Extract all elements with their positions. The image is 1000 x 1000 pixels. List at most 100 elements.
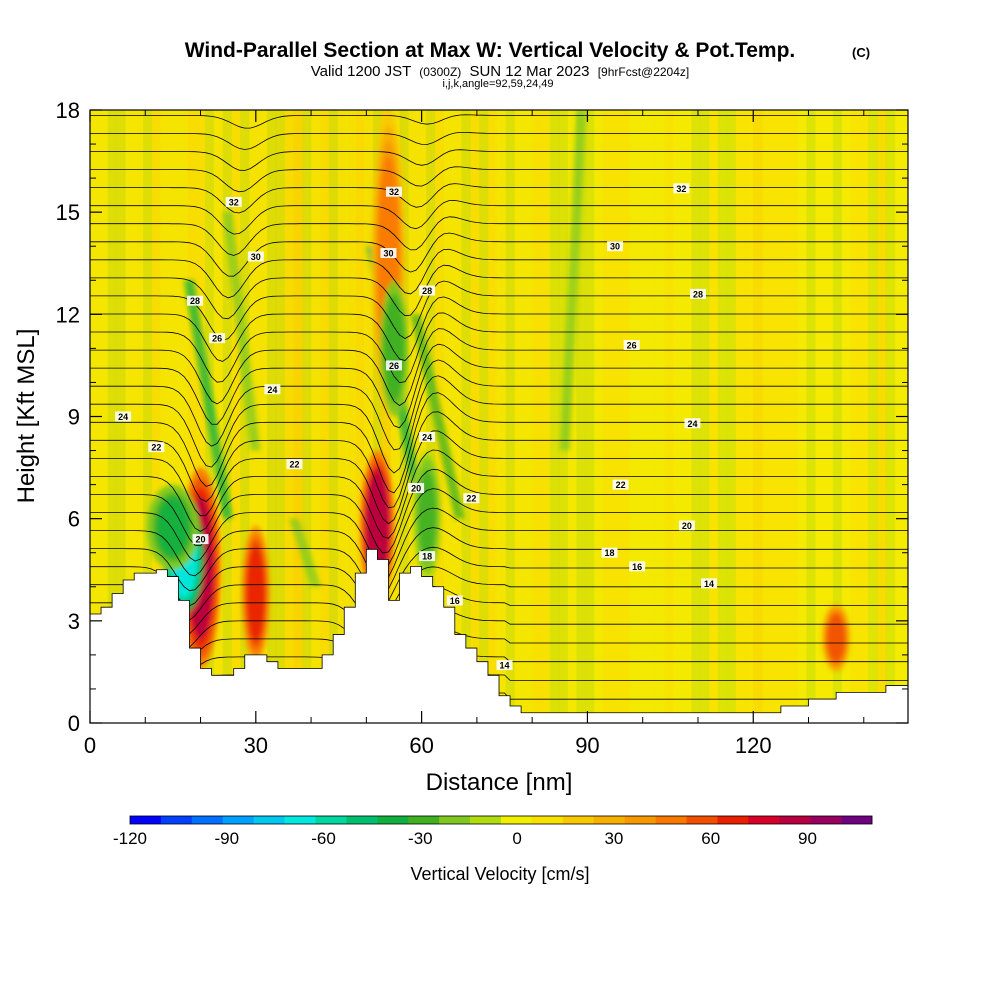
colorbar-label: Vertical Velocity [cm/s] <box>410 864 589 884</box>
velocity-streak <box>293 110 303 723</box>
velocity-streak <box>452 110 462 723</box>
velocity-streak <box>479 110 489 723</box>
isotherm-label: 22 <box>286 459 303 470</box>
grid-indices: i,j,k,angle=92,59,24,49 <box>442 78 553 90</box>
velocity-streak <box>532 110 542 723</box>
velocity-streak <box>549 110 560 723</box>
isotherm-label-text: 30 <box>383 249 393 259</box>
isotherm-label: 24 <box>115 411 132 422</box>
velocity-streak <box>726 110 737 723</box>
colorbar-swatch <box>408 816 440 824</box>
velocity-streak <box>709 110 719 723</box>
colorbar-swatch <box>624 816 656 824</box>
isotherm-line <box>90 232 908 277</box>
isotherm-line <box>90 114 908 129</box>
isotherm-line <box>90 527 908 598</box>
isotherm-label-bg <box>187 295 204 306</box>
colorbar-swatch <box>222 816 254 824</box>
isotherm-line <box>90 248 908 299</box>
isotherm-label-text: 30 <box>251 252 261 262</box>
velocity-streak <box>514 110 524 723</box>
isotherm-label-bg <box>247 251 264 262</box>
colorbar-swatch <box>315 816 347 824</box>
isotherm-label-text: 22 <box>616 480 626 490</box>
isotherm-line <box>90 468 908 554</box>
velocity-streak <box>815 110 825 723</box>
y-tick-label: 0 <box>68 711 80 736</box>
velocity-streak <box>98 110 109 723</box>
colorbar-swatch <box>377 816 409 824</box>
velocity-streak <box>594 110 604 723</box>
isotherm-label: 32 <box>225 196 242 207</box>
isotherm-label: 22 <box>148 442 165 453</box>
isotherm-label-bg <box>286 459 303 470</box>
velocity-streak <box>213 110 224 723</box>
colorbar-swatch <box>191 816 224 824</box>
velocity-streak <box>788 110 798 723</box>
isotherm-label-text: 24 <box>118 412 128 422</box>
forecast-tag: [9hrFcst@2204z] <box>598 65 690 79</box>
velocity-streak <box>160 110 171 723</box>
velocity-streak <box>496 110 507 723</box>
velocity-streak <box>346 110 356 723</box>
y-tick-label: 6 <box>68 507 80 532</box>
velocity-streak <box>461 110 471 723</box>
velocity-streak <box>187 110 197 723</box>
valid-date: SUN 12 Mar 2023 <box>469 63 589 80</box>
isotherm-label: 14 <box>701 578 718 589</box>
velocity-streak <box>868 110 878 723</box>
colorbar-swatch <box>686 816 718 824</box>
isotherm-label: 30 <box>380 248 397 259</box>
velocity-streak <box>541 110 551 723</box>
isotherm-label: 30 <box>247 251 264 262</box>
colorbar-swatch <box>748 816 780 824</box>
colorbar-tick-label: -30 <box>408 829 433 848</box>
velocity-streak <box>231 110 241 723</box>
velocity-streak <box>302 110 312 723</box>
velocity-streak <box>770 110 781 723</box>
isotherm-label-bg <box>115 411 132 422</box>
velocity-streak <box>841 110 852 723</box>
isotherm-label-text: 28 <box>422 286 432 296</box>
isotherm-label-bg <box>264 384 281 395</box>
isotherm-label-text: 20 <box>411 484 421 494</box>
velocity-streak <box>850 110 860 723</box>
isotherm-label: 32 <box>673 183 690 194</box>
velocity-streak <box>797 110 807 723</box>
isotherm-label: 14 <box>496 660 513 671</box>
isotherm-line <box>90 644 908 685</box>
isotherm-label: 16 <box>629 561 646 572</box>
isotherm-label: 22 <box>463 493 480 504</box>
tilted-band <box>288 518 322 587</box>
isotherm-label: 16 <box>446 595 463 606</box>
velocity-streak <box>744 110 754 723</box>
velocity-streak <box>381 110 392 723</box>
isotherm-label-text: 24 <box>422 432 432 442</box>
isotherm-label-bg <box>678 520 695 531</box>
velocity-streak <box>337 110 347 723</box>
isotherm-lines <box>90 97 908 714</box>
isotherm-label-text: 26 <box>212 334 222 344</box>
velocity-streak <box>877 110 887 723</box>
isotherm-label: 20 <box>408 483 425 494</box>
isotherm-line <box>90 166 908 193</box>
isotherm-label-bg <box>380 248 397 259</box>
isotherm-label: 26 <box>623 339 640 350</box>
isotherm-label: 20 <box>192 534 209 545</box>
isotherm-line <box>90 296 908 362</box>
y-tick-label: 9 <box>68 405 80 430</box>
isotherm-label: 22 <box>612 479 629 490</box>
velocity-streak <box>196 110 206 723</box>
isotherm-line <box>90 97 908 107</box>
isotherm-label-text: 16 <box>632 562 642 572</box>
isotherm-line <box>90 359 908 451</box>
isotherm-label-bg <box>607 241 624 252</box>
valid-prefix: Valid 1200 JST <box>311 63 411 80</box>
tilted-band <box>410 314 465 519</box>
velocity-streak <box>311 110 321 723</box>
velocity-streak <box>859 110 869 723</box>
isotherm-label: 28 <box>689 288 706 299</box>
colorbar-swatch <box>655 816 687 824</box>
y-tick-label: 15 <box>56 200 80 225</box>
isotherm-label: 20 <box>678 520 695 531</box>
